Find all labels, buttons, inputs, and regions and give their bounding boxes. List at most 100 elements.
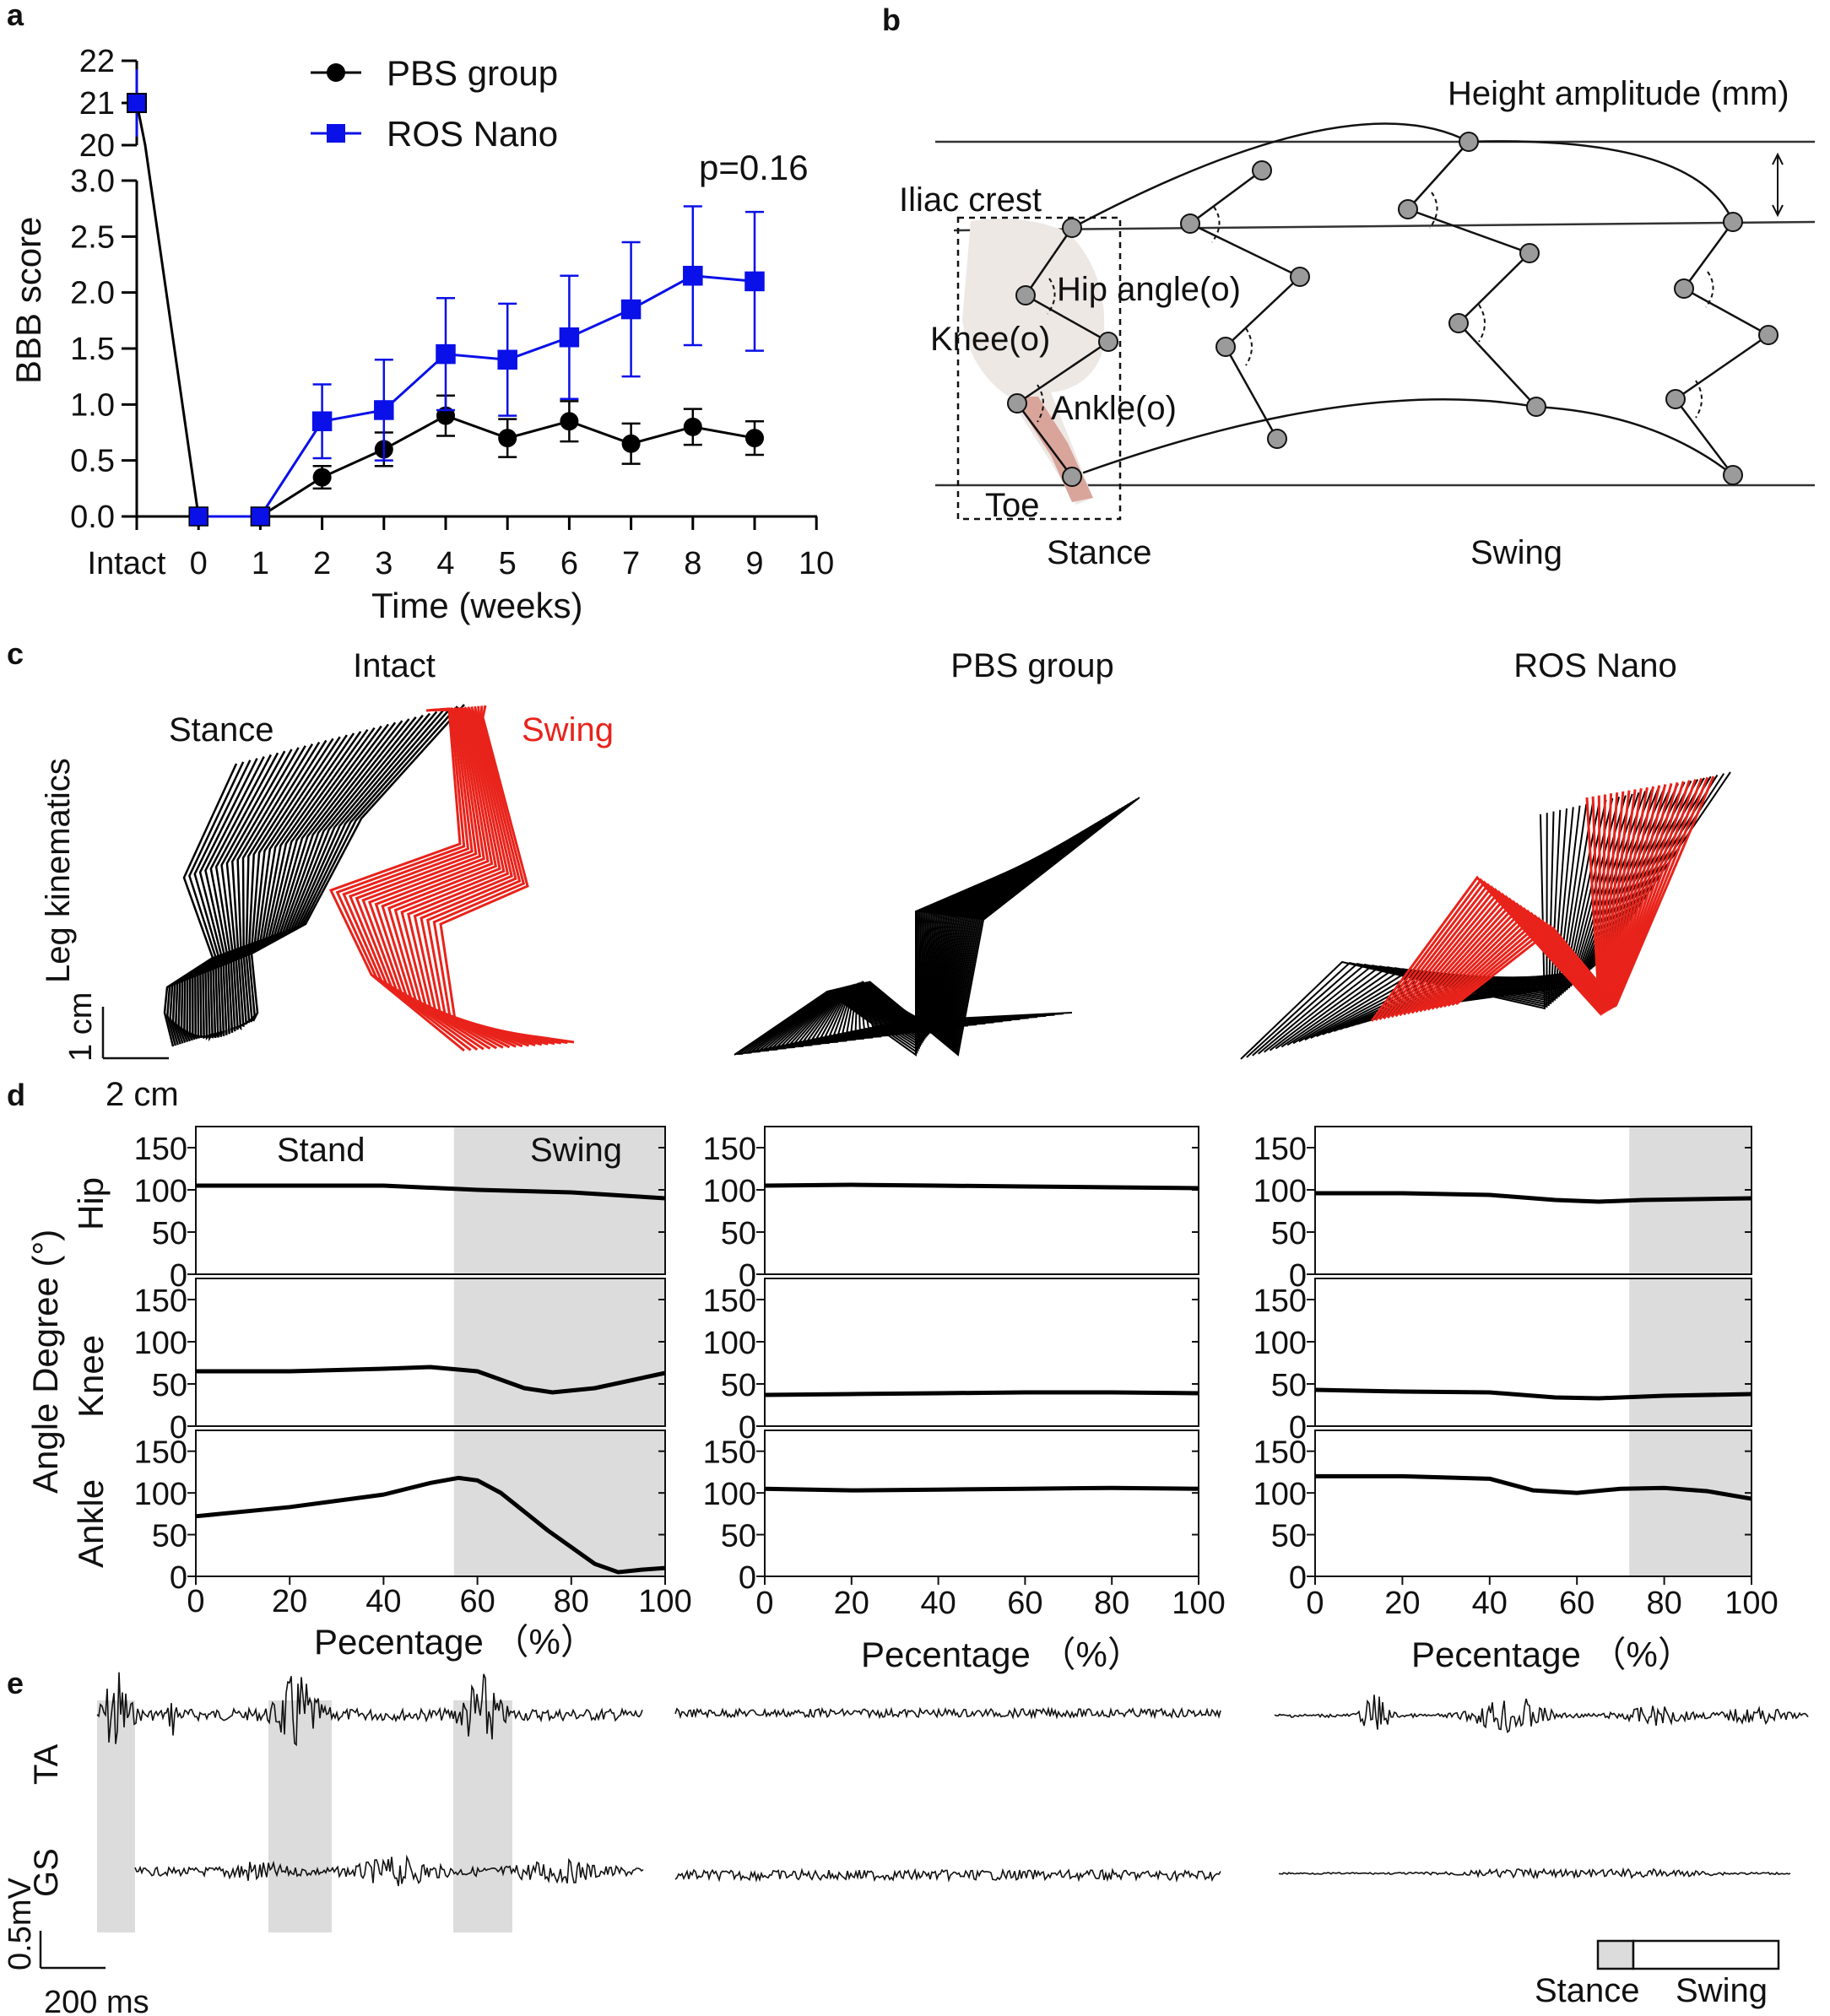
joint-marker — [1015, 285, 1036, 305]
intact-ankle-curve — [195, 1475, 666, 1575]
x-tick-label: 2 — [313, 546, 331, 581]
y-tick-label: 50 — [152, 1368, 187, 1403]
y-tick-label: 0.0 — [70, 500, 115, 535]
ros-marker — [620, 299, 642, 320]
y-tick-label: 50 — [1271, 1519, 1307, 1554]
x-tick-label: 100 — [1724, 1586, 1778, 1621]
scale-bar-2cm: 2 cm — [106, 1076, 179, 1113]
y-tick-label: 0 — [170, 1410, 187, 1446]
amplitude-arrowheads — [1772, 152, 1784, 218]
ros-nano-ankle-curve — [1315, 1473, 1752, 1501]
pbs-marker — [560, 412, 579, 431]
joint-marker — [1674, 278, 1694, 299]
joint-marker — [1519, 243, 1540, 263]
x-tick-label: 40 — [1472, 1586, 1508, 1621]
joint-marker — [1267, 429, 1287, 449]
joint-marker — [1398, 199, 1418, 219]
stance-phase-label: Stance — [1047, 534, 1152, 571]
y-tick-label: 0 — [739, 1258, 756, 1294]
y-tick-label: 1.5 — [70, 332, 115, 367]
ros-stance-stick — [1240, 813, 1546, 1060]
x-label-ros: Pecentage （%） — [1411, 1635, 1693, 1674]
intact-stance-stick — [250, 704, 465, 1022]
x-tick-label: 60 — [1559, 1586, 1594, 1621]
leg-illustration — [962, 218, 1105, 505]
swing-phase-label: Swing — [1470, 534, 1562, 571]
joint-marker — [1290, 267, 1310, 287]
emg-ta-ros — [1274, 1694, 1809, 1734]
angle-degree-label: Angle Degree (°) — [25, 1230, 65, 1494]
joint-marker — [1062, 218, 1082, 238]
legend-swing-text: Swing — [1676, 1972, 1768, 2009]
ros-marker — [250, 506, 271, 527]
y-tick-label: 100 — [134, 1326, 187, 1361]
scale-bar-1cm: 1 cm — [63, 992, 99, 1062]
x-tick-label: 4 — [436, 546, 454, 581]
ros-marker — [744, 271, 765, 292]
hip-angle-label: Hip angle(o) — [1057, 271, 1241, 308]
p-value-annotation: p=0.16 — [699, 148, 809, 187]
kinematics-title-intact: Intact — [353, 647, 436, 684]
y-tick-label: 2.0 — [70, 276, 115, 311]
x-tick-label: 100 — [638, 1584, 691, 1619]
y-tick-label: 0 — [170, 1258, 187, 1294]
pbs-group-ankle-curve — [764, 1485, 1199, 1493]
y-tick-label: 150 — [1253, 1284, 1307, 1319]
x-label-pbs: Pecentage （%） — [861, 1635, 1143, 1674]
knee-plot-frame — [764, 1278, 1199, 1427]
angle-arc — [1695, 380, 1703, 419]
y-tick-label: 21 — [79, 86, 115, 122]
y-tick-label: 100 — [703, 1174, 756, 1209]
y-tick-label: 50 — [1271, 1216, 1307, 1251]
kinematics-title-ros: ROS Nano — [1513, 647, 1676, 684]
y-tick-label: 100 — [134, 1174, 187, 1209]
y-tick-label: 3.0 — [70, 164, 115, 199]
y-tick-label: 0 — [1289, 1258, 1307, 1294]
ros-marker — [188, 506, 208, 527]
ros-marker — [497, 349, 517, 370]
ros-nano-knee-curve — [1314, 1387, 1752, 1401]
x-tick-label: 7 — [622, 546, 640, 581]
emg-gs-label: GS — [28, 1848, 65, 1897]
joint-marker — [1180, 213, 1200, 234]
ros-marker — [436, 343, 456, 365]
legend-pbs-marker — [327, 63, 345, 82]
pbs-line — [198, 413, 755, 518]
joint-marker — [1723, 465, 1743, 485]
angle-arc — [1047, 278, 1056, 315]
pbs-marker — [683, 417, 702, 436]
x-tick-label: 20 — [834, 1586, 869, 1621]
row-label-hip: Hip — [71, 1177, 111, 1230]
emg-gs-pbs — [674, 1867, 1221, 1884]
knee-plot-frame — [1314, 1278, 1752, 1427]
y-tick-label: 100 — [134, 1477, 187, 1512]
joint-marker — [1098, 332, 1118, 352]
y-tick-label: 50 — [721, 1368, 756, 1403]
x-tick-label: 10 — [799, 546, 834, 581]
x-tick-label: 20 — [272, 1584, 307, 1619]
legend-ros-marker — [327, 124, 345, 143]
emg-ta-pbs — [674, 1706, 1221, 1720]
intact-hip-curve — [196, 1183, 666, 1201]
swing-phase-shade — [453, 1127, 665, 1274]
intact-marker — [127, 93, 147, 113]
joint-marker — [1758, 325, 1779, 345]
y-tick-label: 150 — [703, 1132, 756, 1167]
leg-kinematics: Intact PBS group ROS Nano Stance Swing L… — [40, 647, 1731, 1113]
x-label-intact: Pecentage （%） — [314, 1622, 596, 1662]
row-label-knee: Knee — [71, 1335, 111, 1418]
ros-stance-stick — [1258, 809, 1562, 1055]
y-tick-label: 150 — [134, 1284, 187, 1319]
x-tick-label: 0 — [187, 1584, 204, 1619]
stance-shade-2 — [268, 1700, 332, 1932]
stance-highlight-box — [956, 216, 1122, 521]
ros-marker — [683, 266, 703, 286]
ros-stance-stick — [1252, 811, 1555, 1057]
y-tick-label: 50 — [152, 1216, 187, 1251]
stance-shade-3 — [453, 1700, 512, 1932]
panel-label-c: c — [7, 636, 24, 671]
x-tick-label: Intact — [88, 546, 166, 581]
x-axis-title: Time (weeks) — [371, 586, 582, 625]
x-tick-label: 40 — [365, 1584, 401, 1619]
x-tick-label: 100 — [1172, 1586, 1225, 1621]
